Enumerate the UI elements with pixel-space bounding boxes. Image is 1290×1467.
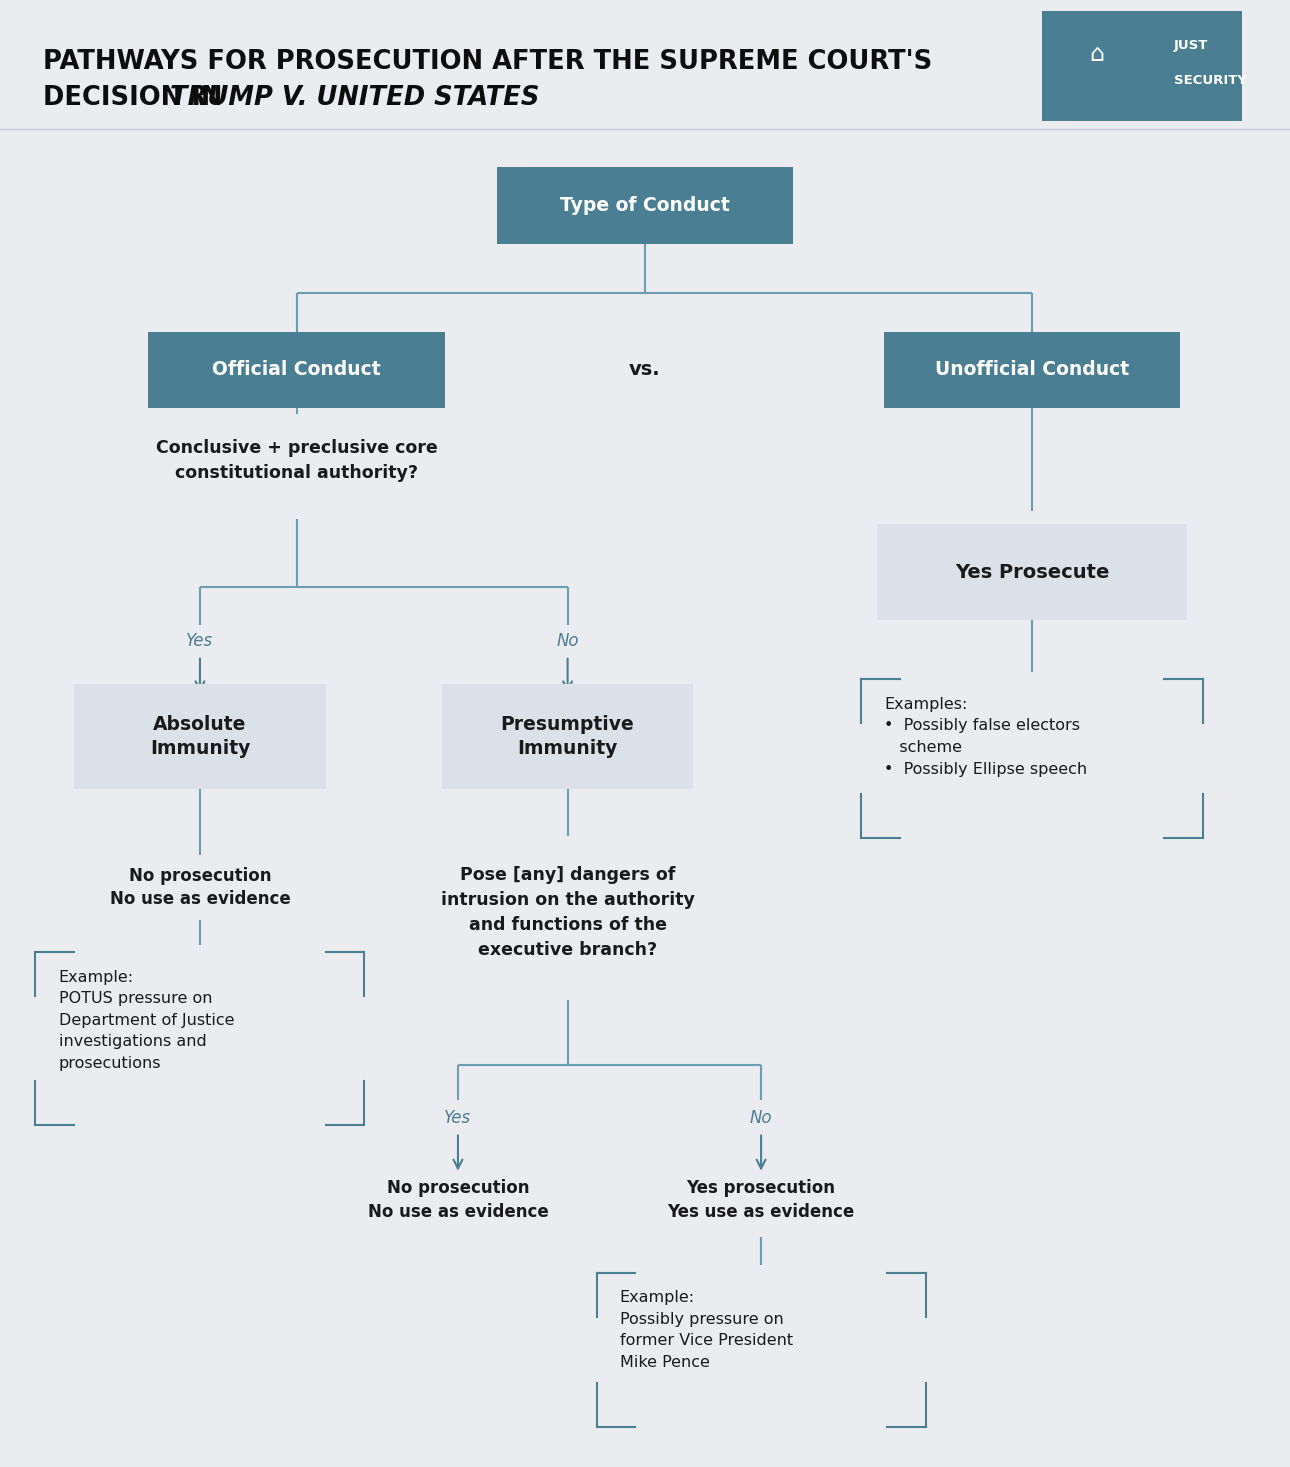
Text: SECURITY: SECURITY bbox=[1174, 75, 1246, 87]
Text: JUST: JUST bbox=[1174, 40, 1209, 51]
Text: Example:
Possibly pressure on
former Vice President
Mike Pence: Example: Possibly pressure on former Vic… bbox=[620, 1291, 793, 1370]
Text: No: No bbox=[556, 632, 579, 650]
Text: Unofficial Conduct: Unofficial Conduct bbox=[935, 361, 1129, 378]
Text: DECISION IN: DECISION IN bbox=[43, 85, 231, 111]
Text: PATHWAYS FOR PROSECUTION AFTER THE SUPREME COURT'S: PATHWAYS FOR PROSECUTION AFTER THE SUPRE… bbox=[43, 48, 931, 75]
Text: No: No bbox=[749, 1109, 773, 1127]
Text: TRUMP V. UNITED STATES: TRUMP V. UNITED STATES bbox=[169, 85, 539, 111]
Text: Official Conduct: Official Conduct bbox=[213, 361, 381, 378]
Text: Example:
POTUS pressure on
Department of Justice
investigations and
prosecutions: Example: POTUS pressure on Department of… bbox=[59, 970, 235, 1071]
Text: Type of Conduct: Type of Conduct bbox=[560, 197, 730, 214]
FancyBboxPatch shape bbox=[441, 684, 694, 789]
FancyBboxPatch shape bbox=[148, 332, 445, 408]
Text: vs.: vs. bbox=[630, 361, 660, 378]
Text: ⌂: ⌂ bbox=[1089, 43, 1104, 66]
Text: Absolute
Immunity: Absolute Immunity bbox=[150, 716, 250, 757]
Text: Yes prosecution
Yes use as evidence: Yes prosecution Yes use as evidence bbox=[667, 1179, 855, 1221]
Text: Presumptive
Immunity: Presumptive Immunity bbox=[501, 716, 635, 757]
Text: No prosecution
No use as evidence: No prosecution No use as evidence bbox=[110, 867, 290, 908]
Text: Yes: Yes bbox=[186, 632, 214, 650]
FancyBboxPatch shape bbox=[877, 524, 1187, 619]
FancyBboxPatch shape bbox=[884, 332, 1180, 408]
FancyBboxPatch shape bbox=[497, 167, 793, 244]
FancyBboxPatch shape bbox=[1042, 10, 1241, 120]
Text: Conclusive + preclusive core
constitutional authority?: Conclusive + preclusive core constitutio… bbox=[156, 439, 437, 483]
FancyBboxPatch shape bbox=[74, 684, 325, 789]
Text: Yes Prosecute: Yes Prosecute bbox=[955, 563, 1109, 581]
Text: Examples:
•  Possibly false electors
   scheme
•  Possibly Ellipse speech: Examples: • Possibly false electors sche… bbox=[885, 697, 1087, 776]
Text: No prosecution
No use as evidence: No prosecution No use as evidence bbox=[368, 1179, 548, 1221]
Text: Yes: Yes bbox=[444, 1109, 472, 1127]
Text: Pose [any] dangers of
intrusion on the authority
and functions of the
executive : Pose [any] dangers of intrusion on the a… bbox=[441, 866, 694, 959]
